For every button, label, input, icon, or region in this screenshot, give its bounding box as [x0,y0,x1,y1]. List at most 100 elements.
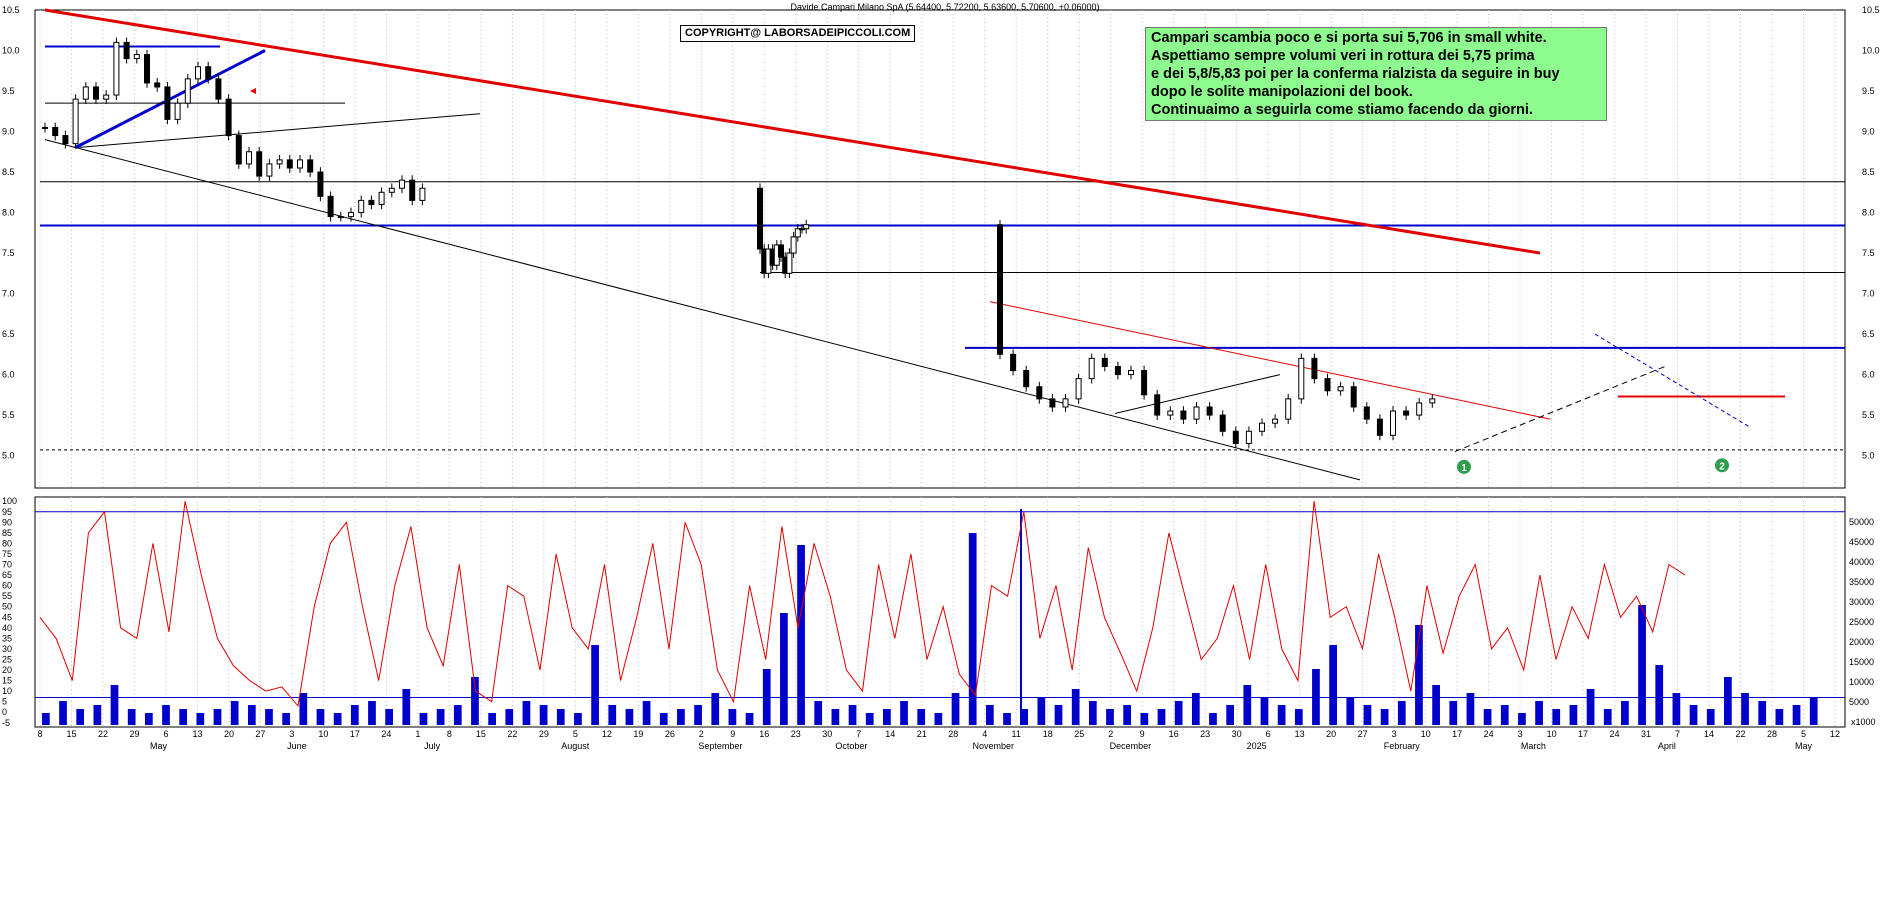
x-axis: 8 15 22 29 6 13 20 27 3 10 17 24 1 8 15 22 29 5 12 19 26 2 9 16… [37,729,1840,751]
volume-bar [1088,701,1097,725]
volume-bar [1432,685,1440,725]
x-month-label: October [835,741,867,751]
volume-bar [1500,705,1509,725]
candle-body [154,82,161,88]
x-month-label: November [973,741,1015,751]
osc-tick-left: 45 [2,612,12,622]
candle-body [1337,386,1344,392]
volume-bar [127,709,136,725]
volume-bar [591,645,599,725]
volume-bar [1346,697,1355,725]
volume-bar [985,705,994,725]
x-day-label: 22 [507,729,517,739]
candle-body [123,41,130,60]
volume-bar [1724,677,1732,725]
candle-body [1232,430,1239,444]
candle-body [1101,357,1108,367]
volume-bar [745,713,754,725]
x-day-label: 17 [1578,729,1588,739]
osc-tick-left: 85 [2,528,12,538]
candle-body [1416,402,1423,416]
volume-bar [1140,713,1149,725]
volume-bar [1106,709,1114,725]
candle-body [266,163,273,177]
candle-body [348,212,354,218]
volume-tick-right: 45000 [1849,537,1874,547]
candle-body [1403,410,1410,416]
note-line-5: Continuaimo a seguirla come stiamo facen… [1151,102,1533,118]
volume-tick-right: 5000 [1849,697,1869,707]
volume-tick-right: 20000 [1849,637,1874,647]
volume-bar [1277,705,1286,725]
osc-frame-border [34,496,1846,728]
x-day-label: 26 [665,729,675,739]
x-day-label: 28 [1767,729,1777,739]
osc-tick-left: 5 [2,697,7,707]
candle-body [378,191,385,205]
x-day-label: 14 [885,729,895,739]
x-day-label: 17 [1452,729,1462,739]
x-day-label: 9 [730,729,735,739]
candle-body [1363,406,1370,420]
candle-body [1390,410,1396,436]
osc-tick-left: 90 [2,517,12,527]
support-fan-line [74,113,481,149]
candle-body [358,199,365,214]
candle-body [256,151,263,177]
volume-bar [265,709,273,725]
x-day-label: 6 [163,729,168,739]
volume-bar [1483,709,1492,725]
x-day-label: 6 [1266,729,1271,739]
price-tick-right: 7.0 [1862,289,1875,299]
volume-bar [522,701,531,725]
volume-bar [333,713,342,725]
candle-body [803,224,810,230]
oscillator-line [39,501,1686,708]
x-day-label: 8 [447,729,452,739]
volume-bar [1638,605,1646,725]
volume-bar [900,701,908,725]
x-day-label: 7 [856,729,861,739]
volume-bar [1174,701,1183,725]
price-tick-left: 6.5 [2,329,15,339]
volume-bar [1552,709,1561,725]
volume-tick-right: 40000 [1849,557,1874,567]
price-tick-left: 10.5 [2,5,20,15]
volume-bar [1020,509,1022,725]
x-day-label: 29 [129,729,139,739]
volume-bar [1621,701,1629,725]
volume-bar [488,713,496,725]
candle-body [1272,418,1279,424]
x-month-label: May [1795,741,1813,751]
osc-tick-left: 25 [2,654,12,664]
candle-body [1049,398,1056,408]
x-day-label: 29 [539,729,549,739]
x-month-label: September [698,741,742,751]
price-tick-left: 10.0 [2,46,20,56]
price-tick-right: 5.5 [1862,410,1875,420]
x-day-label: 7 [1675,729,1680,739]
candle-body [1062,398,1069,408]
volume-bar [247,705,256,725]
candle-body [246,151,252,165]
volume-tick-right: 30000 [1849,597,1874,607]
candle-body [52,126,59,137]
analysis-note: Campari scambia poco e si porta sui 5,70… [1145,27,1607,121]
marker-label: 2 [1719,461,1725,472]
volume-bar [1706,709,1715,725]
candle-body [997,224,1003,355]
candle-body [1429,398,1436,404]
volume-bar [1603,709,1612,725]
x-month-label: June [287,741,307,751]
dashed-uptrend-line [1454,366,1666,453]
x-day-label: 16 [759,729,769,739]
volume-bar [1260,697,1269,725]
x-day-label: 30 [822,729,832,739]
x-day-label: 8 [37,729,42,739]
volume-bar [1415,625,1423,725]
x-day-label: 21 [917,729,927,739]
volume-bar [1672,693,1681,725]
price-tick-left: 9.5 [2,86,15,96]
price-tick-right: 9.0 [1862,127,1875,137]
x-day-label: 31 [1641,729,1651,739]
